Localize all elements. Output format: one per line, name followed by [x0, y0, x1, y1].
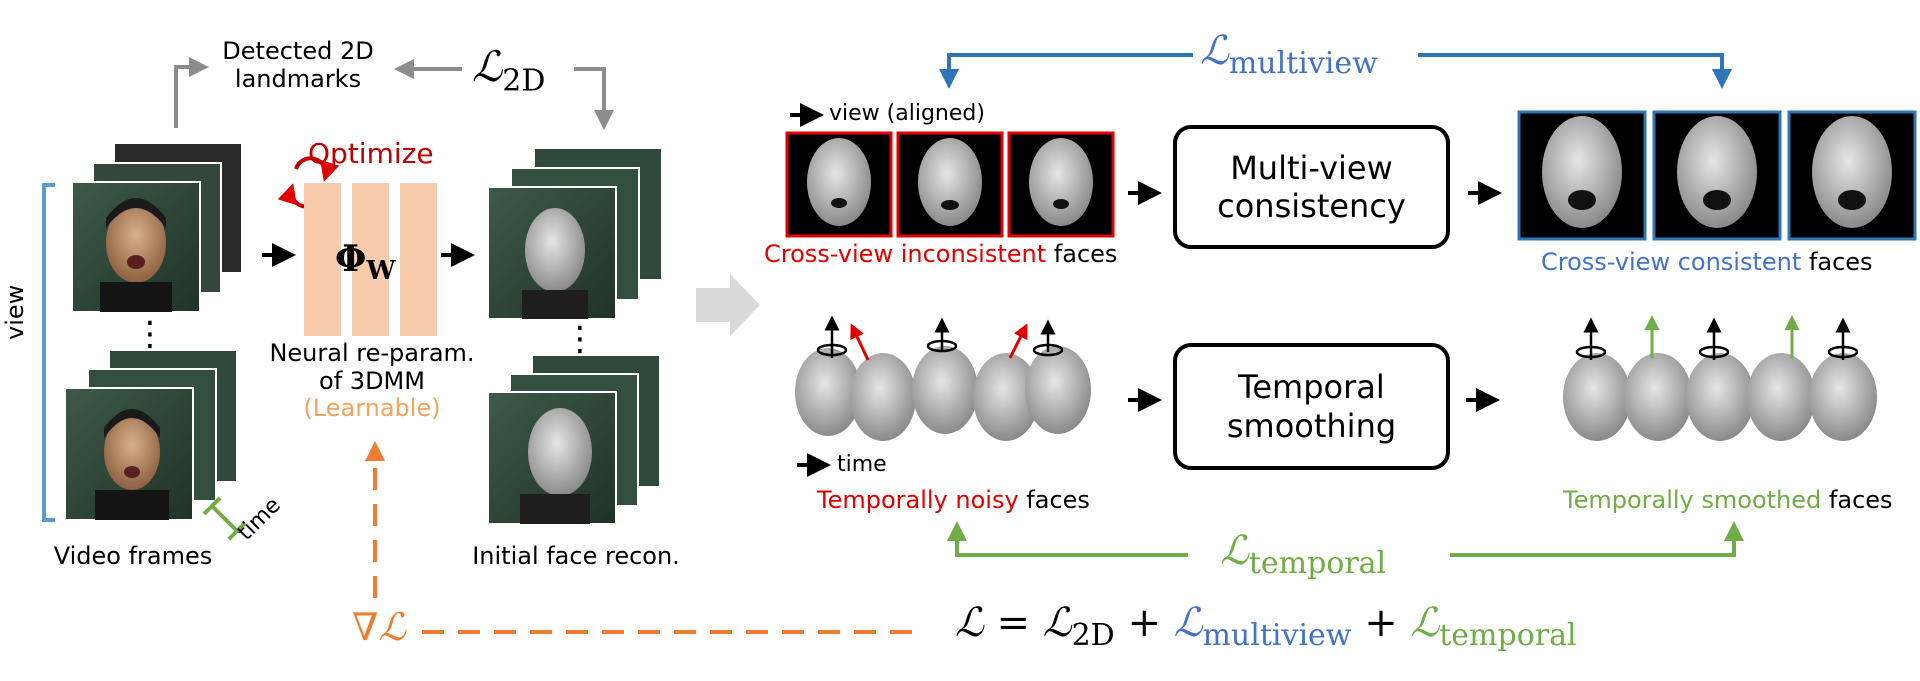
multi-view-line1: Multi-view	[1230, 148, 1393, 187]
loss-multiview: ℒmultiview	[1200, 28, 1378, 81]
faces-word-3: faces	[1026, 486, 1090, 514]
loss-2d-symbol: ℒ	[472, 42, 503, 91]
loss-2d-sub: 2D	[502, 63, 546, 99]
view-bracket	[42, 183, 55, 522]
reparam-bar-2	[352, 183, 389, 336]
total-loss-equation: ℒ = ℒ2D + ℒmultiview + ℒtemporal	[955, 600, 1577, 653]
noisy-caption: Temporally noisy faces	[817, 486, 1090, 515]
detected-landmarks-line1: Detected 2D	[222, 37, 374, 65]
consistent-caption: Cross-view consistent faces	[1541, 248, 1873, 277]
multi-view-consistency-box: Multi-view consistency	[1173, 125, 1450, 249]
loss-temporal-sub: temporal	[1248, 546, 1387, 581]
multiview-bracket-arrow-right	[1418, 53, 1732, 89]
temporal-bracket-arrow-right	[1450, 521, 1744, 557]
detected-landmarks-label: Detected 2D landmarks	[222, 37, 374, 93]
neural-reparam-line2: of 3DMM	[319, 366, 425, 395]
loss-temporal-symbol: ℒ	[1220, 528, 1249, 574]
time-bracket	[202, 496, 247, 541]
inconsistent-caption: Cross-view inconsistent faces	[764, 240, 1118, 269]
video-frames-label: Video frames	[53, 542, 213, 570]
cross-view-inconsistent-text: Cross-view inconsistent	[764, 240, 1047, 268]
total-loss-t2-sub: multiview	[1202, 618, 1352, 653]
cross-view-consistent-text: Cross-view consistent	[1541, 248, 1802, 276]
multiview-bracket-arrow-left	[939, 53, 1193, 89]
total-loss-t1-sub: 2D	[1071, 618, 1115, 653]
phi-sub: W	[366, 256, 396, 287]
initial-recon-top-stack	[487, 147, 663, 320]
smoothed-caption: Temporally smoothed faces	[1563, 486, 1893, 515]
total-loss-t3-sub: temporal	[1439, 618, 1577, 653]
temporal-line2: smoothing	[1226, 406, 1397, 445]
phi-symbol: Φ	[335, 238, 367, 280]
temporally-smoothed-text: Temporally smoothed	[1563, 486, 1822, 514]
big-gray-arrow	[696, 274, 760, 336]
optimize-label: Optimize	[308, 137, 434, 170]
temporal-line1: Temporal	[1238, 368, 1385, 407]
multi-view-line2: consistency	[1217, 187, 1406, 225]
frames-to-landmarks-arrow	[174, 57, 209, 128]
time-label-right: time	[837, 452, 887, 477]
gradient-loss-label: ∇ℒ	[352, 605, 406, 649]
learnable-label: (Learnable)	[303, 394, 441, 423]
loss-multiview-symbol: ℒ	[1200, 28, 1229, 74]
initial-face-recon-label: Initial face recon.	[472, 542, 680, 570]
ellipsis-recon: ⋮	[563, 319, 597, 359]
video-frames-bottom-stack	[64, 349, 238, 521]
total-loss-t2: ℒ	[1173, 600, 1203, 646]
noisy-faces	[795, 315, 1091, 441]
consistent-faces	[1517, 110, 1917, 241]
loss-temporal: ℒtemporal	[1220, 528, 1386, 581]
neural-reparam-label: Neural re-param. of 3DMM (Learnable)	[269, 339, 475, 423]
view-label: view	[1, 284, 29, 340]
initial-recon-bottom-stack	[487, 354, 661, 525]
loss2d-to-recon-arrow	[574, 67, 614, 130]
phi-w-label: ΦW	[335, 238, 396, 286]
view-aligned-label: view (aligned)	[829, 101, 985, 126]
total-loss-t1: ℒ	[1042, 600, 1072, 646]
total-loss-plus-1: +	[1127, 600, 1161, 646]
temporal-smoothing-box: Temporal smoothing	[1173, 343, 1450, 470]
temporal-bracket-arrow-left	[947, 521, 1188, 557]
total-loss-t3: ℒ	[1410, 600, 1440, 646]
temporally-noisy-text: Temporally noisy	[817, 486, 1019, 514]
inconsistent-faces	[785, 131, 1115, 238]
video-frames-top-stack	[71, 142, 243, 313]
neural-reparam-line1: Neural re-param.	[269, 339, 475, 367]
reparam-bar-1	[304, 183, 341, 336]
faces-word-4: faces	[1828, 486, 1893, 514]
ellipsis-left: ⋮	[133, 314, 167, 354]
faces-word-1: faces	[1053, 240, 1118, 268]
total-loss-lhs: ℒ	[955, 600, 984, 646]
total-loss-eq: =	[996, 600, 1031, 646]
faces-word-2: faces	[1808, 248, 1873, 276]
loss-2d: ℒ2D	[472, 42, 545, 98]
detected-landmarks-line2: landmarks	[234, 64, 362, 93]
total-loss-plus-2: +	[1364, 600, 1398, 646]
loss-multiview-sub: multiview	[1228, 46, 1378, 81]
smoothed-faces	[1563, 315, 1877, 441]
reparam-bar-3	[400, 183, 437, 336]
